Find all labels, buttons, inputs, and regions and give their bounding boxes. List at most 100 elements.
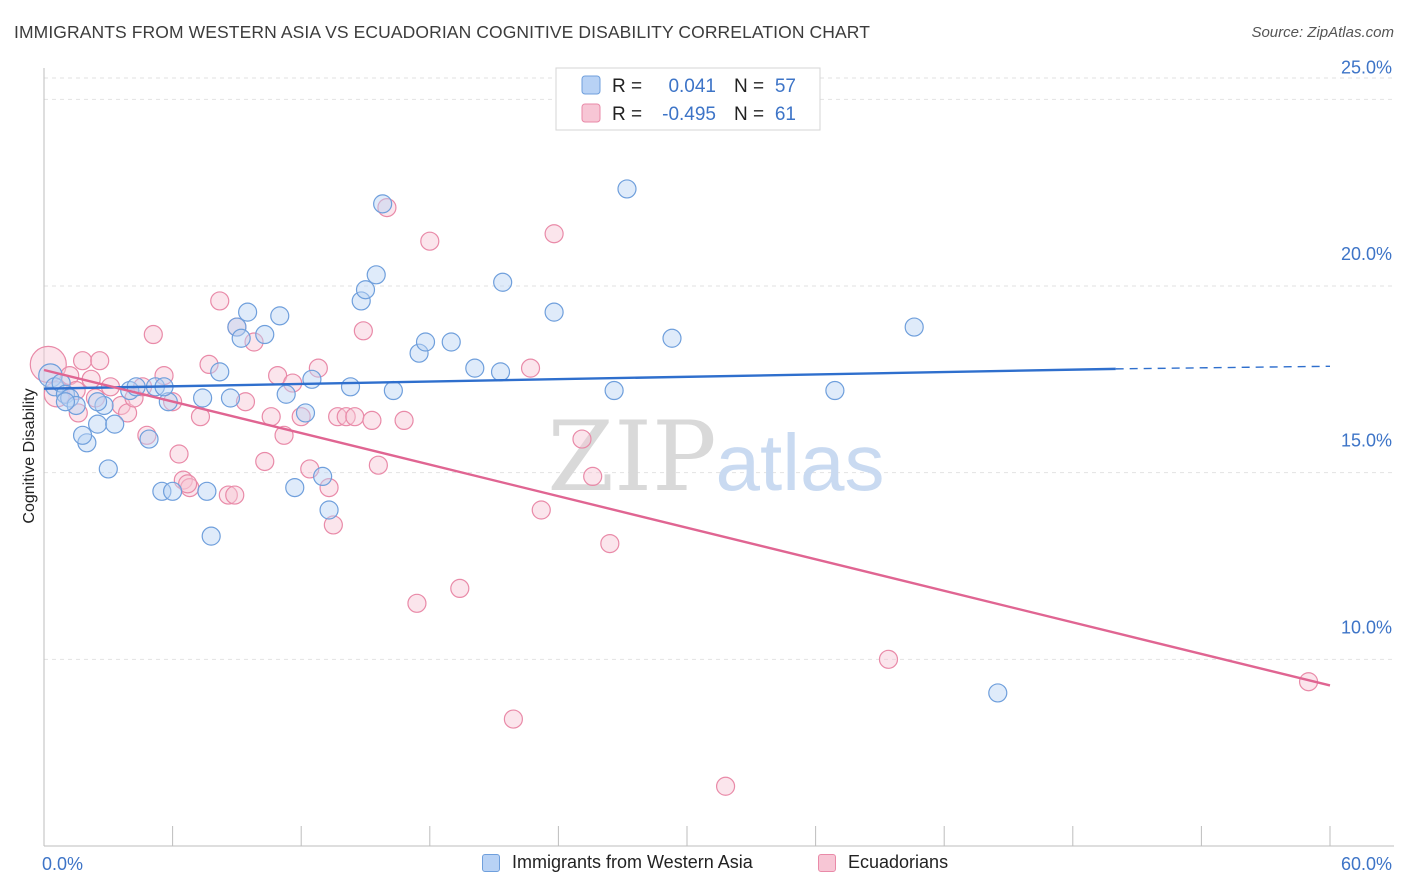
point-western-asia (366, 265, 386, 285)
x-tick-labels: 0.0% 60.0% (42, 854, 1392, 874)
legend-item-ecuadorians: Ecuadorians (818, 852, 948, 873)
point-ecuadorians (715, 776, 736, 796)
point-western-asia (98, 459, 118, 479)
legend-label-ecuadorians: Ecuadorians (848, 852, 949, 872)
point-ecuadorians (368, 455, 388, 475)
legend-bottom: Immigrants from Western Asia Ecuadorians (0, 852, 1406, 878)
point-ecuadorians (210, 291, 230, 311)
legend-swatch-pink (581, 103, 601, 123)
legend-item-western-asia: Immigrants from Western Asia (482, 852, 753, 873)
watermark-atlas: atlas (716, 418, 885, 507)
point-western-asia (87, 392, 108, 412)
point-ecuadorians (353, 321, 373, 341)
point-ecuadorians (199, 354, 219, 374)
point-ecuadorians (255, 451, 275, 472)
point-ecuadorians (235, 392, 256, 412)
watermark-zip: ZIP (547, 401, 716, 513)
point-ecuadorians (323, 515, 343, 535)
grid-lines (44, 77, 1394, 660)
source-label: Source: ZipAtlas.com (1251, 24, 1394, 41)
point-ecuadorians (72, 351, 93, 371)
chart-title: IMMIGRANTS FROM WESTERN ASIA VS ECUADORI… (14, 22, 870, 42)
axes (43, 68, 1394, 847)
legend-n-label-2: N = (734, 104, 764, 125)
data-points (29, 179, 1319, 796)
point-western-asia (302, 369, 322, 389)
y-tick-label: 20.0% (1341, 244, 1392, 264)
point-western-asia (105, 414, 125, 434)
point-western-asia (313, 466, 333, 486)
point-ecuadorians (572, 429, 592, 449)
point-ecuadorians (503, 709, 523, 729)
point-western-asia (355, 280, 376, 300)
y-tick-label: 25.0% (1341, 57, 1392, 77)
point-western-asia (66, 395, 86, 416)
point-ecuadorians (362, 410, 382, 430)
point-western-asia (276, 384, 296, 404)
point-ecuadorians (420, 231, 440, 251)
point-ecuadorians (878, 649, 899, 669)
point-western-asia (904, 317, 924, 337)
point-western-asia (544, 302, 564, 322)
point-ecuadorians (600, 533, 620, 554)
legend-r-label-1: R = (612, 76, 642, 97)
legend-top: R = 0.041 N = 57 R = -0.495 N = 61 (555, 67, 821, 131)
point-ecuadorians (319, 478, 339, 498)
x-tick-label: 60.0% (1341, 854, 1392, 874)
point-ecuadorians (544, 224, 564, 244)
point-ecuadorians (407, 593, 427, 613)
point-western-asia (193, 388, 213, 408)
legend-label-western-asia: Immigrants from Western Asia (512, 852, 753, 872)
point-western-asia (415, 332, 436, 352)
point-western-asia (383, 380, 403, 401)
point-ecuadorians (225, 485, 245, 505)
point-western-asia (72, 425, 93, 445)
legend-swatch-blue (581, 75, 601, 95)
point-ecuadorians (345, 407, 365, 427)
point-western-asia (197, 481, 217, 501)
legend-n-value-1: 57 (775, 76, 796, 97)
point-western-asia (163, 481, 183, 501)
point-western-asia (285, 478, 305, 498)
point-western-asia (373, 194, 393, 214)
legend-r-value-1: 0.041 (668, 76, 716, 97)
y-axis-label: Cognitive Disability (21, 388, 38, 523)
point-ecuadorians (218, 485, 238, 505)
trend-line-western-asia-dashed (1115, 365, 1331, 370)
point-western-asia (662, 328, 682, 348)
point-western-asia (988, 683, 1008, 703)
point-western-asia (295, 403, 316, 423)
point-ecuadorians (583, 466, 603, 486)
y-tick-label: 15.0% (1341, 431, 1392, 451)
point-western-asia (210, 362, 230, 382)
point-western-asia (490, 362, 511, 382)
trend-line-western-asia (43, 367, 1116, 390)
point-western-asia (351, 291, 371, 311)
point-ecuadorians (520, 358, 541, 378)
point-western-asia (139, 429, 159, 449)
point-western-asia (231, 328, 251, 348)
point-ecuadorians (308, 358, 328, 378)
point-western-asia (255, 324, 275, 345)
point-ecuadorians (394, 410, 414, 430)
point-western-asia (270, 306, 290, 326)
point-western-asia (465, 358, 485, 378)
point-ecuadorians (450, 578, 470, 599)
point-ecuadorians (244, 332, 264, 352)
point-western-asia (238, 302, 258, 322)
point-western-asia (617, 179, 637, 199)
y-tick-label: 10.0% (1341, 617, 1392, 637)
legend-n-value-2: 61 (775, 104, 796, 125)
point-western-asia (87, 414, 108, 434)
point-western-asia (825, 380, 845, 401)
legend-swatch-western-asia (482, 853, 500, 872)
trend-lines (43, 365, 1331, 687)
point-western-asia (441, 332, 461, 352)
point-ecuadorians (531, 500, 551, 520)
point-ecuadorians (143, 324, 163, 345)
point-western-asia (604, 380, 624, 401)
trend-line-ecuadorians (43, 368, 1331, 687)
point-western-asia (220, 388, 241, 408)
point-western-asia (227, 317, 247, 337)
